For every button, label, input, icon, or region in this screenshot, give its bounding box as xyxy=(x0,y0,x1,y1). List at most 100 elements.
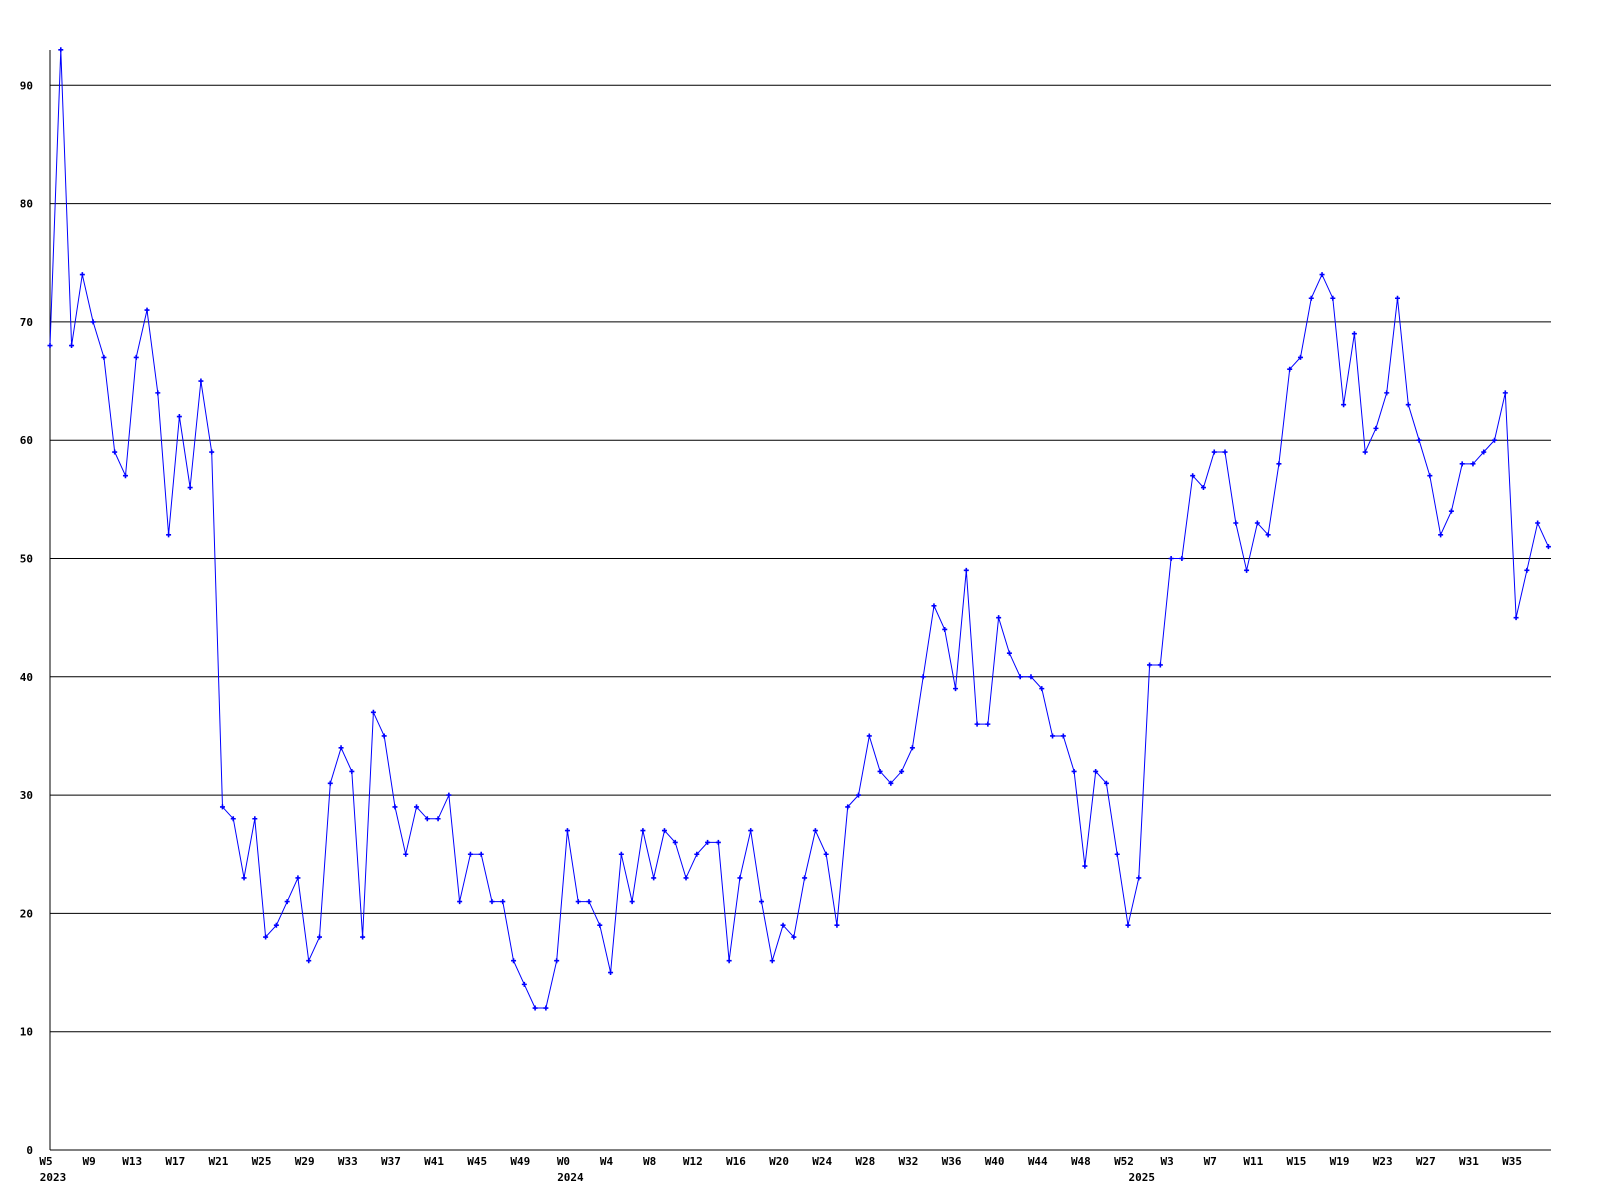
data-point xyxy=(370,709,376,715)
data-point xyxy=(748,828,754,834)
data-point xyxy=(931,603,937,609)
data-point xyxy=(1179,556,1185,561)
data-point xyxy=(1050,733,1056,739)
data-point xyxy=(909,745,915,751)
data-point xyxy=(1481,449,1487,455)
data-point xyxy=(489,899,495,905)
data-point xyxy=(1244,567,1250,573)
data-point xyxy=(1438,532,1444,538)
data-point xyxy=(1373,425,1379,431)
data-point xyxy=(295,875,301,881)
y-tick-label: 60 xyxy=(20,434,33,447)
x-tick-label: W5 xyxy=(39,1155,52,1168)
data-point xyxy=(1535,520,1541,526)
data-point xyxy=(640,828,646,834)
data-point xyxy=(1319,272,1325,278)
data-point xyxy=(996,615,1002,621)
data-point xyxy=(597,922,603,928)
data-point xyxy=(856,792,861,798)
data-point xyxy=(726,958,732,964)
data-point xyxy=(284,899,290,905)
x-tick-label: W9 xyxy=(82,1155,95,1168)
data-point xyxy=(101,354,107,360)
x-tick-label: W3 xyxy=(1160,1155,1173,1168)
data-point xyxy=(1341,402,1347,408)
x-tick-label: W20 xyxy=(769,1155,789,1168)
x-axis-tick-labels: W5 W9 W13 W17 W21 W25 W29 W33 W37 W41 W45 W49 W0 W4 W8… xyxy=(39,1155,1522,1168)
data-point xyxy=(1125,922,1131,928)
data-point xyxy=(133,354,139,360)
data-point xyxy=(1017,674,1023,680)
data-point xyxy=(467,851,473,857)
y-tick-label: 50 xyxy=(20,553,33,566)
y-tick-label: 80 xyxy=(20,198,33,211)
data-point xyxy=(79,272,85,278)
data-point xyxy=(1545,544,1551,550)
year-label: 2025 xyxy=(1129,1171,1156,1184)
x-tick-label: W11 xyxy=(1243,1155,1263,1168)
x-tick-label: W15 xyxy=(1287,1155,1307,1168)
data-point xyxy=(1082,863,1088,869)
data-point xyxy=(1060,733,1066,739)
data-point xyxy=(564,828,570,834)
y-tick-label: 10 xyxy=(20,1026,33,1039)
data-point xyxy=(1103,780,1109,786)
x-tick-label: W16 xyxy=(726,1155,746,1168)
x-tick-label: W0 xyxy=(557,1155,570,1168)
data-point xyxy=(651,875,657,881)
data-point xyxy=(769,958,775,964)
data-point xyxy=(403,851,409,857)
data-point-markers xyxy=(47,47,1551,1011)
data-point xyxy=(1157,662,1163,668)
data-point xyxy=(985,721,991,727)
x-tick-label: W27 xyxy=(1416,1155,1436,1168)
x-tick-label: W29 xyxy=(295,1155,315,1168)
data-point xyxy=(511,958,517,964)
data-point xyxy=(1448,508,1454,514)
y-tick-label: 0 xyxy=(26,1144,33,1157)
data-point xyxy=(122,473,128,479)
data-point xyxy=(1222,449,1228,455)
data-point xyxy=(608,970,614,976)
data-point xyxy=(478,851,484,857)
x-tick-label: W19 xyxy=(1330,1155,1350,1168)
data-point xyxy=(715,839,721,845)
data-point xyxy=(252,816,258,822)
data-point xyxy=(791,934,797,940)
x-tick-label: W21 xyxy=(209,1155,229,1168)
data-point xyxy=(1287,366,1293,372)
x-tick-label: W12 xyxy=(683,1155,703,1168)
data-point xyxy=(888,780,894,786)
data-point xyxy=(1265,532,1271,538)
data-point xyxy=(47,343,53,349)
x-tick-label: W4 xyxy=(600,1155,614,1168)
data-point xyxy=(1200,485,1206,491)
data-point xyxy=(446,792,452,798)
data-point xyxy=(521,981,527,987)
data-point xyxy=(683,875,689,881)
data-point xyxy=(219,804,225,810)
data-point xyxy=(1405,402,1411,408)
x-tick-label: W28 xyxy=(855,1155,875,1168)
data-point xyxy=(1190,473,1196,479)
data-point xyxy=(532,1005,538,1011)
data-point xyxy=(1168,556,1174,561)
data-point xyxy=(1524,567,1530,573)
gridlines xyxy=(50,84,1551,1033)
data-point xyxy=(758,899,764,905)
x-tick-label: W25 xyxy=(252,1155,272,1168)
data-point xyxy=(241,875,247,881)
data-point xyxy=(575,899,581,905)
data-point xyxy=(1351,331,1357,337)
data-point xyxy=(1416,437,1422,443)
data-point xyxy=(1093,768,1099,774)
x-tick-label: W32 xyxy=(898,1155,918,1168)
data-point xyxy=(1330,295,1336,301)
data-point xyxy=(209,449,215,455)
x-tick-label: W36 xyxy=(942,1155,962,1168)
x-tick-label: W7 xyxy=(1204,1155,1217,1168)
data-point xyxy=(1362,449,1368,455)
data-point xyxy=(1147,662,1153,668)
data-point xyxy=(802,875,808,881)
data-point xyxy=(263,934,269,940)
